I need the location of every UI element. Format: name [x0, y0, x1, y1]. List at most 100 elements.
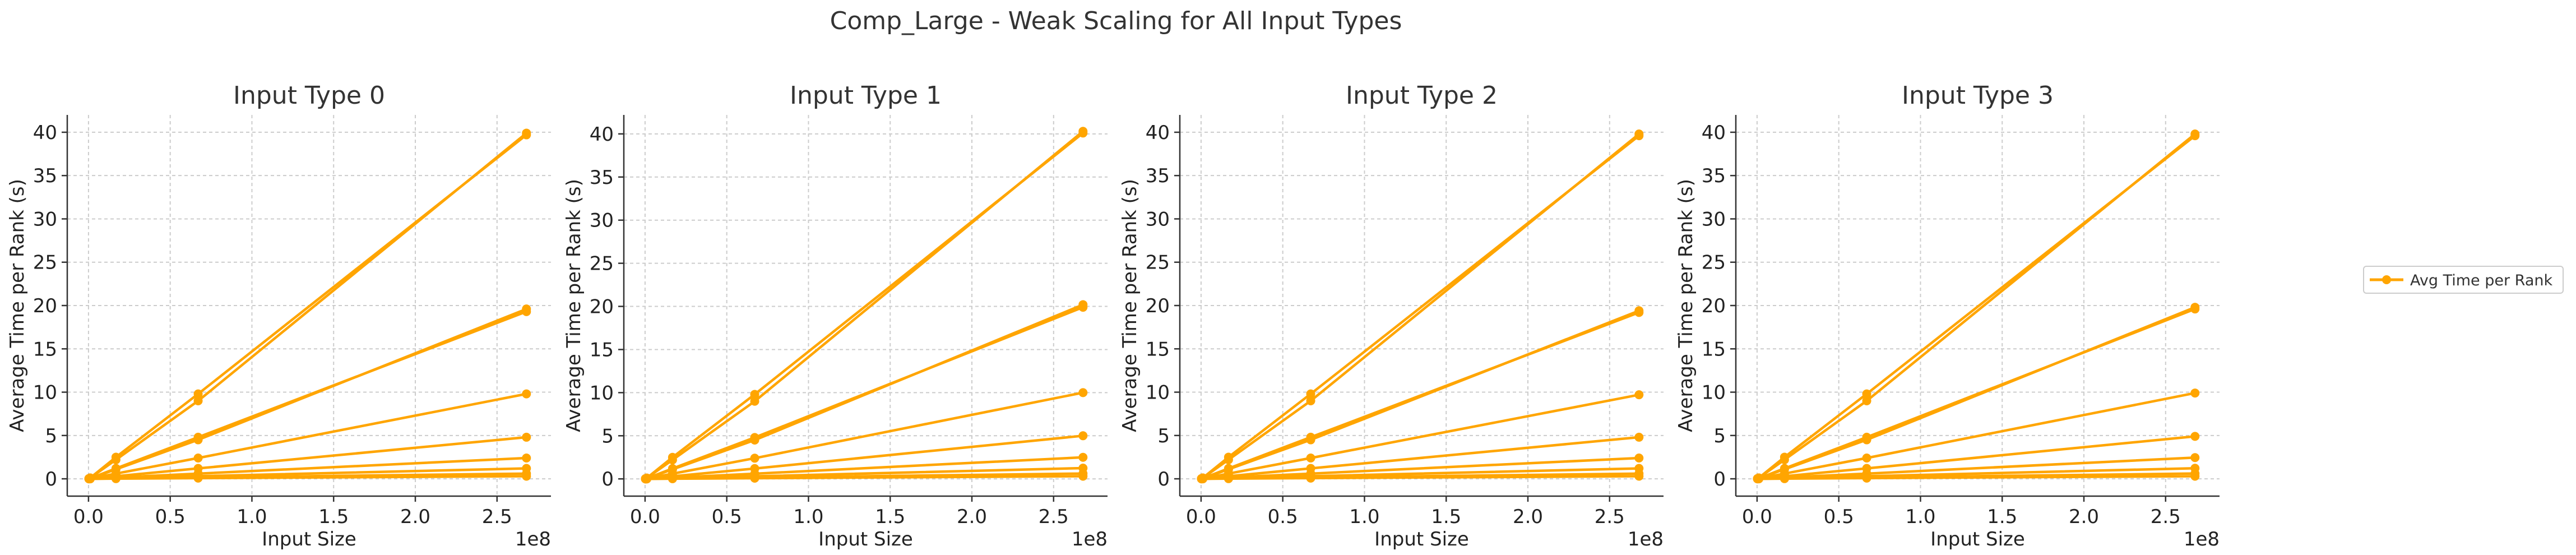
y-tick-label: 40: [1702, 122, 1726, 144]
data-point: [750, 396, 759, 406]
data-point: [2190, 388, 2200, 398]
y-tick-label: 30: [1146, 208, 1170, 230]
x-tick-label: 2.5: [482, 506, 512, 528]
legend-marker-swatch: [2382, 275, 2391, 284]
subplot-title: Input Type 2: [1346, 81, 1498, 110]
y-tick-label: 20: [590, 296, 614, 318]
data-point: [2190, 453, 2200, 462]
data-point: [1078, 388, 1088, 397]
y-tick-label: 0: [1713, 468, 1726, 491]
x-tick-label: 0.0: [1742, 506, 1772, 528]
x-axis-label: Input Size: [1374, 528, 1469, 551]
x-offset-label: 1e8: [2184, 528, 2220, 551]
y-tick-label: 10: [1146, 382, 1170, 404]
data-point: [668, 474, 677, 483]
data-point: [1634, 471, 1644, 481]
data-point: [1634, 454, 1644, 462]
y-tick-label: 35: [590, 166, 614, 189]
x-axis-label: Input Size: [1930, 528, 2025, 551]
data-point: [2190, 471, 2200, 481]
y-tick-label: 20: [1146, 295, 1170, 317]
data-point: [1634, 432, 1644, 442]
data-point: [111, 474, 121, 483]
y-tick-label: 40: [590, 123, 614, 146]
data-point: [85, 474, 95, 484]
y-tick-label: 20: [33, 295, 57, 317]
y-tick-label: 40: [33, 122, 57, 144]
y-tick-label: 0: [601, 468, 614, 491]
data-point: [750, 390, 759, 399]
data-point: [1078, 452, 1088, 462]
y-tick-label: 30: [590, 210, 614, 232]
x-tick-label: 1.5: [1987, 506, 2017, 528]
x-tick-label: 2.5: [2151, 506, 2181, 528]
subplot-title: Input Type 1: [790, 81, 942, 110]
y-tick-label: 15: [590, 339, 614, 361]
data-point: [750, 433, 759, 442]
data-point: [111, 452, 121, 462]
subplot-title: Input Type 3: [1902, 81, 2054, 110]
subplot-0: 0.0 0.5 1.0 1.5 2.0 2.5 0 5 10 15 20 25 30 35 40 1e8 Inp…: [6, 81, 551, 551]
data-point: [642, 474, 651, 484]
data-point: [2190, 304, 2200, 314]
x-offset-label: 1e8: [1628, 528, 1664, 551]
data-point: [1306, 454, 1315, 462]
y-tick-label: 10: [1702, 382, 1726, 404]
data-point: [522, 454, 531, 462]
data-point: [750, 474, 759, 483]
subplot-title: Input Type 0: [233, 81, 385, 110]
x-tick-label: 0.0: [1186, 506, 1216, 528]
data-point: [1078, 303, 1088, 312]
subplot-3: 0.0 0.5 1.0 1.5 2.0 2.5 0 5 10 15 20 25 30 35 40 1e8 Inp…: [1675, 81, 2220, 551]
data-point: [1306, 389, 1315, 399]
y-axis-label: Average Time per Rank (s): [6, 179, 29, 432]
data-point: [1078, 471, 1088, 481]
y-tick-label: 25: [1702, 252, 1726, 274]
y-axis-label: Average Time per Rank (s): [1119, 179, 1141, 432]
y-tick-label: 15: [1146, 338, 1170, 360]
x-tick-label: 1.0: [237, 506, 267, 528]
x-tick-label: 2.5: [1595, 506, 1625, 528]
data-point: [1862, 432, 1871, 442]
y-tick-label: 15: [33, 338, 57, 360]
data-point: [668, 452, 677, 462]
y-tick-label: 30: [1702, 208, 1726, 230]
y-tick-label: 20: [1702, 295, 1726, 317]
x-tick-label: 2.0: [957, 506, 987, 528]
x-tick-label: 0.0: [73, 506, 104, 528]
data-point: [2190, 432, 2200, 441]
data-point: [1754, 474, 1763, 484]
legend: Avg Time per Rank: [2363, 266, 2564, 294]
data-point: [193, 432, 203, 442]
y-tick-label: 10: [590, 382, 614, 404]
x-tick-label: 0.5: [712, 506, 742, 528]
x-offset-label: 1e8: [1072, 528, 1108, 551]
y-tick-label: 40: [1146, 122, 1170, 144]
x-tick-label: 0.0: [630, 506, 660, 528]
legend-frame: [2363, 266, 2564, 294]
y-tick-label: 35: [1702, 165, 1726, 187]
data-point: [1862, 389, 1871, 399]
y-tick-label: 35: [1146, 165, 1170, 187]
data-point: [522, 432, 531, 442]
subplot-1: 0.0 0.5 1.0 1.5 2.0 2.5 0 5 10 15 20 25 30 35 40 1e8 Inp…: [563, 81, 1108, 551]
y-tick-label: 15: [1702, 338, 1726, 360]
x-tick-label: 1.0: [793, 506, 823, 528]
y-tick-label: 5: [601, 425, 614, 447]
x-tick-label: 2.0: [2069, 506, 2099, 528]
data-point: [193, 389, 203, 399]
y-axis-label: Average Time per Rank (s): [1675, 179, 1697, 432]
x-tick-label: 1.0: [1349, 506, 1379, 528]
data-point: [522, 307, 531, 316]
x-tick-label: 2.0: [1513, 506, 1543, 528]
data-point: [193, 396, 203, 405]
y-tick-label: 35: [33, 165, 57, 187]
data-point: [1306, 473, 1315, 483]
data-point: [1634, 131, 1644, 141]
x-tick-label: 0.5: [1824, 506, 1854, 528]
x-tick-label: 1.0: [1905, 506, 1935, 528]
y-tick-label: 30: [33, 208, 57, 230]
x-axis-label: Input Size: [818, 528, 913, 551]
data-point: [1634, 308, 1644, 317]
